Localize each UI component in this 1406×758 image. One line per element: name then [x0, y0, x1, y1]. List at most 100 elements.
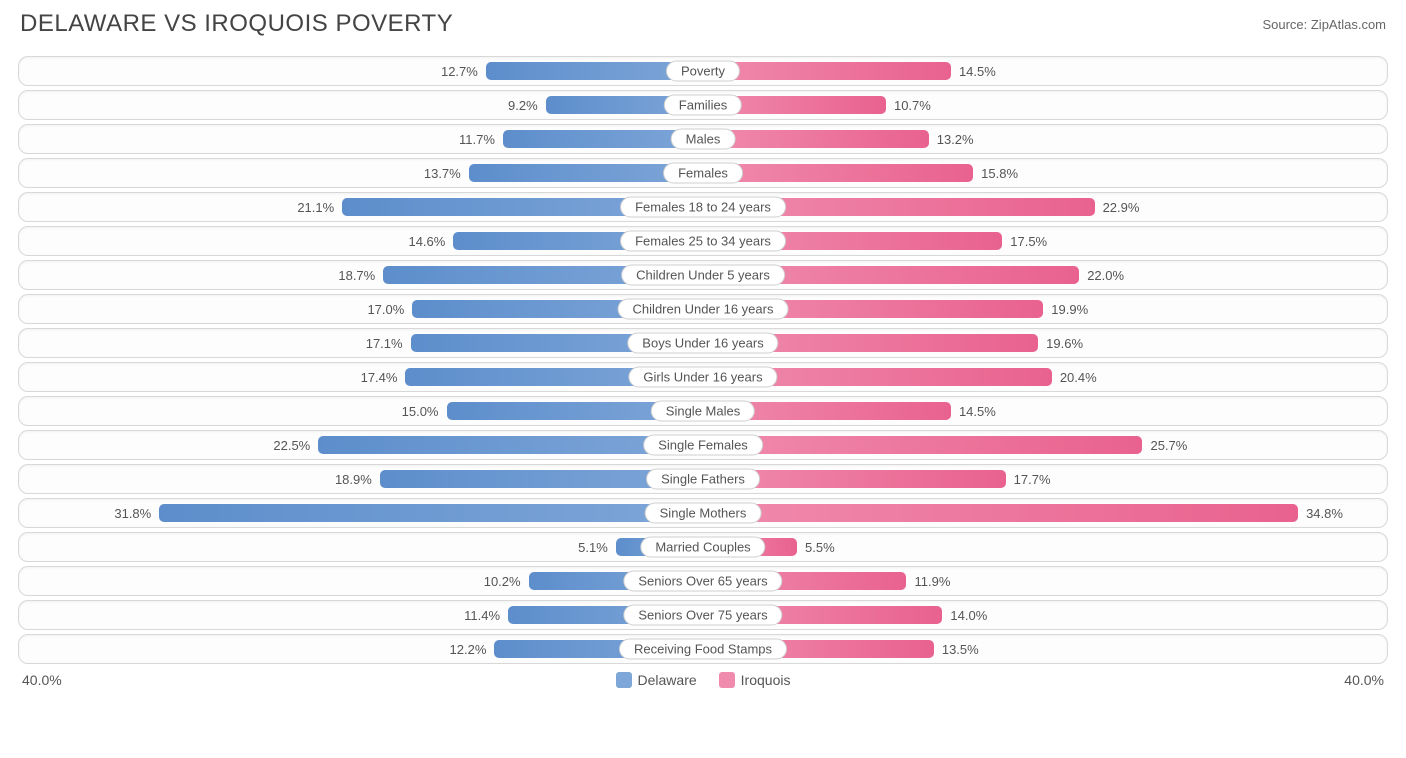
left-value: 9.2%	[500, 98, 546, 113]
legend-label-left: Delaware	[638, 672, 697, 688]
right-value: 19.9%	[1043, 302, 1096, 317]
right-half: 17.7%	[703, 465, 1387, 493]
category-label: Receiving Food Stamps	[619, 639, 787, 660]
chart-row: 21.1%22.9%Females 18 to 24 years	[18, 192, 1388, 222]
category-label: Single Males	[651, 401, 755, 422]
left-value: 15.0%	[394, 404, 447, 419]
left-half: 18.7%	[19, 261, 703, 289]
chart-row: 13.7%15.8%Females	[18, 158, 1388, 188]
chart-row: 31.8% 34.8%Single Mothers	[18, 498, 1388, 528]
chart-footer: 40.0% Delaware Iroquois 40.0%	[18, 672, 1388, 688]
left-half: 12.2%	[19, 635, 703, 663]
chart-row: 22.5%25.7%Single Females	[18, 430, 1388, 460]
chart-row: 17.0% 19.9% Children Under 16 years	[18, 294, 1388, 324]
legend-swatch-left	[616, 672, 632, 688]
left-value: 13.7%	[416, 166, 469, 181]
right-half: 22.0%	[703, 261, 1387, 289]
chart-source: Source: ZipAtlas.com	[1262, 17, 1386, 32]
right-bar	[703, 436, 1142, 454]
chart-row: 9.2% 10.7% Families	[18, 90, 1388, 120]
legend-label-right: Iroquois	[741, 672, 791, 688]
left-half: 17.4%	[19, 363, 703, 391]
category-label: Boys Under 16 years	[627, 333, 778, 354]
category-label: Single Fathers	[646, 469, 760, 490]
category-label: Families	[664, 95, 742, 116]
chart-row: 12.7%14.5%Poverty	[18, 56, 1388, 86]
right-bar	[703, 164, 973, 182]
left-value: 17.1%	[358, 336, 411, 351]
chart-row: 18.9% 17.7% Single Fathers	[18, 464, 1388, 494]
category-label: Children Under 5 years	[621, 265, 785, 286]
chart-row: 12.2% 13.5% Receiving Food Stamps	[18, 634, 1388, 664]
left-value: 31.8%	[106, 506, 159, 521]
category-label: Males	[671, 129, 736, 150]
right-value: 17.7%	[1006, 472, 1059, 487]
category-label: Single Mothers	[645, 503, 762, 524]
legend-swatch-right	[719, 672, 735, 688]
right-value: 13.2%	[929, 132, 982, 147]
left-value: 17.0%	[359, 302, 412, 317]
right-value: 17.5%	[1002, 234, 1055, 249]
axis-right-max: 40.0%	[1344, 672, 1384, 688]
chart-legend: Delaware Iroquois	[616, 672, 791, 688]
category-label: Females 18 to 24 years	[620, 197, 786, 218]
left-value: 21.1%	[289, 200, 342, 215]
left-value: 14.6%	[400, 234, 453, 249]
left-value: 22.5%	[265, 438, 318, 453]
diverging-bar-chart: 12.7%14.5%Poverty9.2%10.7%Families11.7%1…	[18, 56, 1388, 664]
chart-row: 11.7% 13.2% Males	[18, 124, 1388, 154]
left-value: 11.4%	[456, 608, 508, 623]
axis-left-max: 40.0%	[22, 672, 62, 688]
legend-item-right: Iroquois	[719, 672, 791, 688]
right-half: 34.8%	[703, 499, 1387, 527]
category-label: Seniors Over 65 years	[623, 571, 782, 592]
right-value: 15.8%	[973, 166, 1026, 181]
left-value: 18.9%	[327, 472, 380, 487]
right-value: 10.7%	[886, 98, 939, 113]
left-half: 5.1%	[19, 533, 703, 561]
chart-row: 10.2%11.9%Seniors Over 65 years	[18, 566, 1388, 596]
right-value: 19.6%	[1038, 336, 1091, 351]
right-half: 19.6%	[703, 329, 1387, 357]
right-half: 14.5%	[703, 57, 1387, 85]
right-bar	[703, 62, 951, 80]
chart-row: 17.1% 19.6% Boys Under 16 years	[18, 328, 1388, 358]
category-label: Poverty	[666, 61, 740, 82]
left-half: 15.0%	[19, 397, 703, 425]
left-half: 13.7%	[19, 159, 703, 187]
chart-row: 17.4%20.4%Girls Under 16 years	[18, 362, 1388, 392]
chart-row: 14.6% 17.5% Females 25 to 34 years	[18, 226, 1388, 256]
left-half: 14.6%	[19, 227, 703, 255]
right-half: 17.5%	[703, 227, 1387, 255]
right-half: 13.2%	[703, 125, 1387, 153]
right-value: 25.7%	[1142, 438, 1195, 453]
right-bar	[703, 504, 1298, 522]
category-label: Married Couples	[640, 537, 765, 558]
right-half: 15.8%	[703, 159, 1387, 187]
left-half: 11.7%	[19, 125, 703, 153]
right-half: 19.9%	[703, 295, 1387, 323]
left-half: 21.1%	[19, 193, 703, 221]
right-value: 13.5%	[934, 642, 987, 657]
right-half: 20.4%	[703, 363, 1387, 391]
category-label: Females 25 to 34 years	[620, 231, 786, 252]
right-half: 10.7%	[703, 91, 1387, 119]
left-value: 11.7%	[451, 132, 503, 147]
left-bar	[159, 504, 703, 522]
category-label: Children Under 16 years	[618, 299, 789, 320]
right-half: 11.9%	[703, 567, 1387, 595]
left-half: 17.1%	[19, 329, 703, 357]
left-half: 9.2%	[19, 91, 703, 119]
chart-row: 15.0% 14.5%Single Males	[18, 396, 1388, 426]
right-half: 25.7%	[703, 431, 1387, 459]
right-half: 14.5%	[703, 397, 1387, 425]
left-half: 11.4%	[19, 601, 703, 629]
chart-header: DELAWARE VS IROQUOIS POVERTY Source: Zip…	[18, 10, 1388, 38]
left-half: 12.7%	[19, 57, 703, 85]
left-value: 12.2%	[442, 642, 495, 657]
chart-title: DELAWARE VS IROQUOIS POVERTY	[20, 10, 453, 38]
left-value: 5.1%	[570, 540, 616, 555]
left-value: 18.7%	[330, 268, 383, 283]
right-value: 11.9%	[906, 574, 958, 589]
chart-row: 11.4%14.0%Seniors Over 75 years	[18, 600, 1388, 630]
